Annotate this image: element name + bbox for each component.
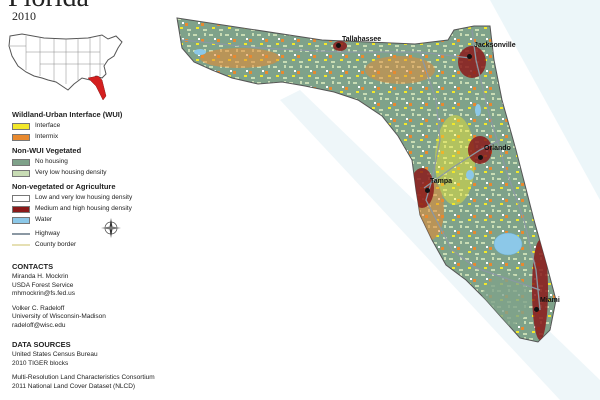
contact-org: USDA Forest Service [12, 281, 74, 289]
legend-label: County border [35, 241, 77, 248]
swatch-highway [12, 233, 30, 235]
urban-jacksonville [458, 46, 486, 78]
city-label-orlando: Orlando [484, 145, 511, 152]
region-panhandle-intermix [200, 48, 280, 68]
highway-i95 [471, 29, 541, 311]
contact-org: University of Wisconsin-Madison [12, 313, 106, 321]
source-line: 2010 TIGER blocks [12, 359, 69, 367]
region-north-intermix [365, 56, 435, 84]
legend-section-title: Non-vegetated or Agriculture [12, 182, 116, 191]
contact-name: Volker C. Radeloff [12, 304, 65, 312]
water-lake-okeechobee [493, 232, 523, 256]
contact-email-link[interactable]: radeloff@wisc.edu [12, 321, 66, 329]
legend-section-lines: Highway County border [12, 218, 162, 250]
legend-item-very-low-density: Very low housing density [12, 168, 162, 178]
legend-item-county-border: County border [12, 240, 162, 250]
region-central-interface [435, 115, 475, 205]
city-dot-tampa [425, 188, 430, 193]
legend-label: Highway [35, 230, 60, 237]
contact-name: Miranda H. Mockrin [12, 273, 69, 280]
map-year: 2010 [12, 9, 36, 23]
legend-item-high-density: Medium and high housing density [12, 204, 162, 214]
water-lake-george [475, 104, 481, 116]
highway-i4 [423, 139, 501, 189]
legend-section-wui: Wildland-Urban Interface (WUI) Interface… [12, 110, 162, 142]
swatch-interface [12, 122, 30, 130]
city-dot-miami [534, 307, 539, 312]
swatch-very-low-density [12, 169, 30, 177]
source-line: 2011 National Land Cover Dataset (NLCD) [12, 382, 136, 390]
swatch-low-density [12, 194, 30, 202]
legend-label: Water [35, 216, 53, 223]
legend-item-intermix: Intermix [12, 132, 162, 142]
legend-label: Low and very low housing density [35, 194, 133, 201]
legend-label: Medium and high housing density [35, 205, 132, 212]
source-line: Multi-Resolution Land Characteristics Co… [12, 374, 155, 382]
city-dot-jacksonville [467, 54, 472, 59]
legend-section-title: Wildland-Urban Interface (WUI) [12, 110, 123, 119]
florida-landmass [176, 17, 557, 343]
water-lake-central [466, 170, 474, 180]
contacts-block: CONTACTS Miranda H. Mockrin USDA Forest … [12, 262, 162, 331]
ocean-shade-atlantic [490, 0, 600, 200]
map-title: Florida [8, 0, 89, 14]
data-sources-block: DATA SOURCES United States Census Bureau… [12, 340, 212, 391]
legend-label: Interface [35, 122, 61, 129]
source-line: United States Census Bureau [12, 351, 98, 358]
contact-email-link[interactable]: mhmockrin@fs.fed.us [12, 290, 75, 298]
map-legend: Wildland-Urban Interface (WUI) Interface… [12, 110, 162, 254]
legend-label: Intermix [35, 133, 59, 140]
swatch-high-density [12, 205, 30, 213]
legend-label: No housing [35, 158, 68, 165]
contacts-title: CONTACTS [12, 262, 54, 271]
swatch-intermix [12, 133, 30, 141]
florida-highlight [87, 75, 107, 101]
city-label-jacksonville: Jacksonville [474, 42, 516, 49]
legend-label: Very low housing density [35, 169, 107, 176]
city-label-miami: Miami [540, 297, 560, 304]
legend-section-title: Non-WUI Vegetated [12, 146, 82, 155]
legend-item-no-housing: No housing [12, 157, 162, 167]
legend-item-interface: Interface [12, 121, 162, 131]
city-label-tallahassee: Tallahassee [342, 36, 382, 43]
swatch-county-border [12, 244, 30, 246]
compass-rose-icon [101, 218, 121, 238]
legend-item-highway: Highway [12, 229, 162, 239]
city-label-tampa: Tampa [430, 178, 453, 185]
highway-i10 [181, 39, 471, 59]
legend-item-water: Water [12, 215, 162, 225]
water-panhandle-bay [194, 49, 206, 55]
sources-title: DATA SOURCES [12, 340, 71, 349]
usa-state-lines [10, 36, 104, 84]
swatch-no-housing [12, 158, 30, 166]
city-dot-tallahassee [336, 43, 341, 48]
usa-locator-inset [8, 33, 123, 101]
legend-section-non-wui: Non-WUI Vegetated No housing Very low ho… [12, 146, 162, 178]
city-dot-orlando [478, 155, 483, 160]
legend-section-non-veg: Non-vegetated or Agriculture Low and ver… [12, 182, 162, 225]
swatch-water [12, 216, 30, 224]
legend-item-low-density: Low and very low housing density [12, 193, 162, 203]
